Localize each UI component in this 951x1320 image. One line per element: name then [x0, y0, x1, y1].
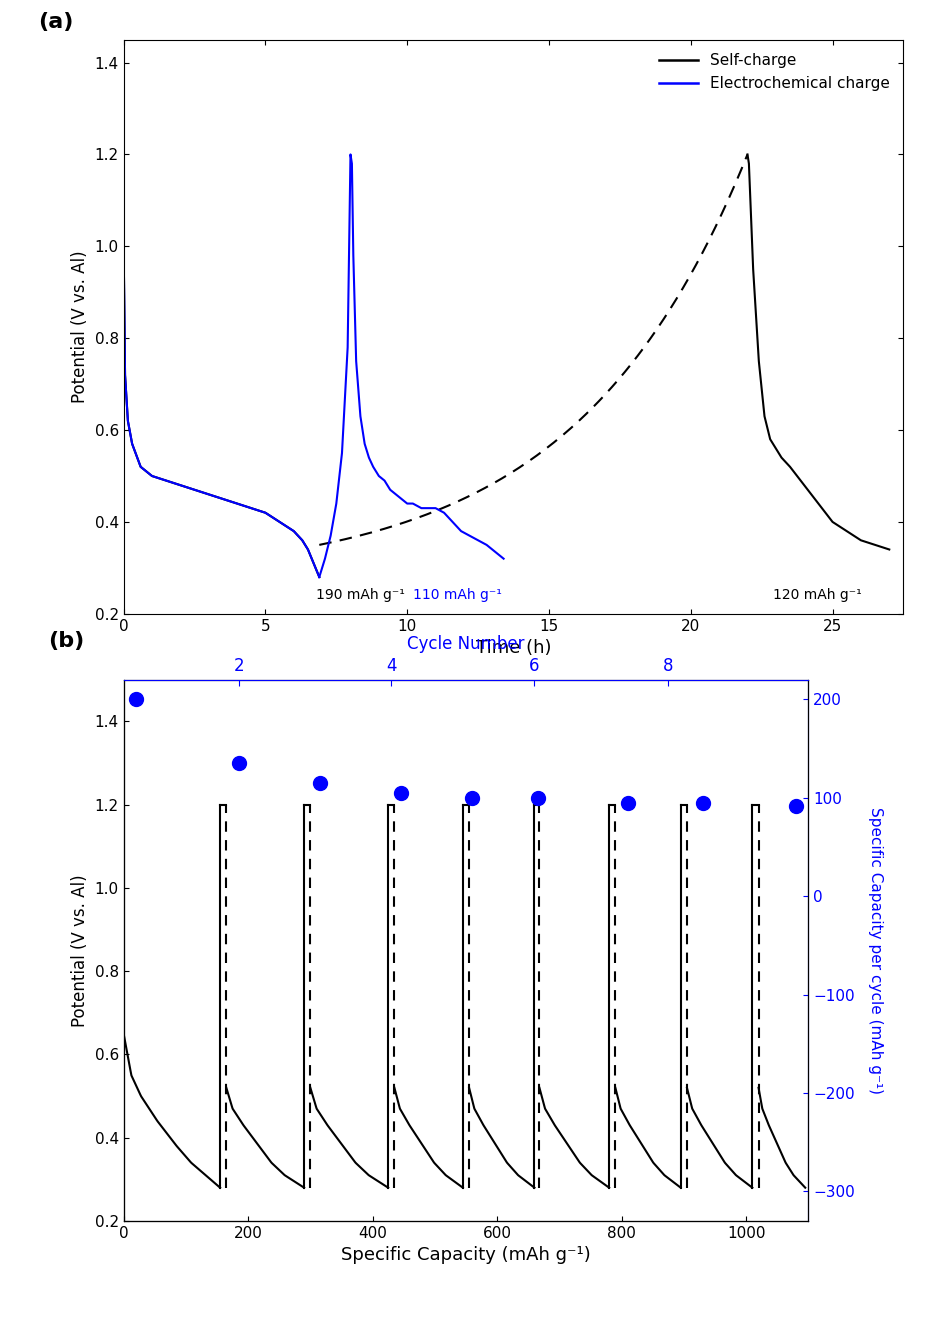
- Text: 190 mAh g⁻¹: 190 mAh g⁻¹: [317, 589, 405, 602]
- Y-axis label: Potential (V vs. Al): Potential (V vs. Al): [71, 874, 89, 1027]
- Point: [465, 787, 480, 808]
- Text: (a): (a): [38, 12, 73, 32]
- X-axis label: Time (h): Time (h): [476, 639, 552, 657]
- X-axis label: Specific Capacity (mAh g⁻¹): Specific Capacity (mAh g⁻¹): [341, 1246, 591, 1265]
- Point: [231, 752, 246, 774]
- Point: [393, 783, 408, 804]
- Y-axis label: Potential (V vs. Al): Potential (V vs. Al): [71, 251, 89, 403]
- Text: 110 mAh g⁻¹: 110 mAh g⁻¹: [413, 589, 502, 602]
- Legend: Self-charge, Electrochemical charge: Self-charge, Electrochemical charge: [653, 48, 896, 98]
- Point: [788, 795, 804, 816]
- Point: [530, 787, 545, 808]
- X-axis label: Cycle Number: Cycle Number: [407, 635, 525, 652]
- Y-axis label: Specific Capacity per cycle (mAh g⁻¹): Specific Capacity per cycle (mAh g⁻¹): [867, 807, 883, 1094]
- Point: [695, 792, 710, 813]
- Point: [620, 792, 635, 813]
- Point: [128, 689, 144, 710]
- Point: [312, 772, 327, 793]
- Text: 120 mAh g⁻¹: 120 mAh g⁻¹: [773, 589, 862, 602]
- Text: (b): (b): [49, 631, 85, 651]
